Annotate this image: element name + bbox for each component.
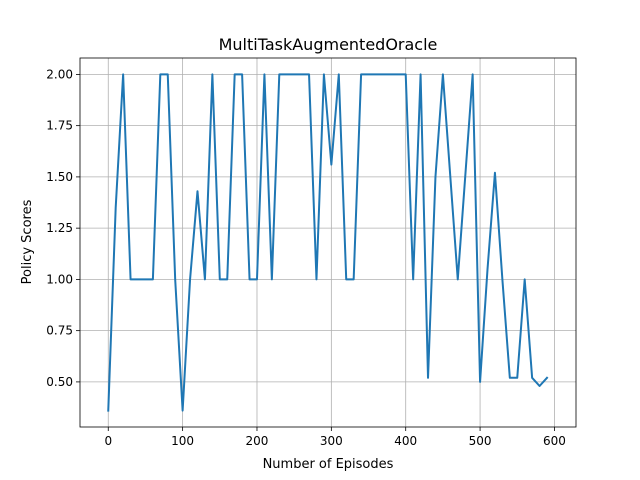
x-tick-label: 400 <box>394 434 417 448</box>
x-tick-label: 600 <box>543 434 566 448</box>
series-line <box>107 73 549 412</box>
x-tick-label: 500 <box>469 434 492 448</box>
y-tick-label: 1.75 <box>46 119 73 133</box>
y-axis-label: Policy Scores <box>20 199 35 284</box>
x-tick-label: 300 <box>320 434 343 448</box>
x-axis-ticks: 0 100 200 300 400 500 600 <box>104 427 566 448</box>
x-tick-label: 200 <box>246 434 269 448</box>
chart-title: MultiTaskAugmentedOracle <box>219 35 438 54</box>
series-group <box>107 73 549 412</box>
y-tick-label: 1.50 <box>46 170 73 184</box>
x-tick-label: 0 <box>104 434 112 448</box>
y-tick-label: 0.75 <box>46 324 73 338</box>
y-tick-label: 0.50 <box>46 375 73 389</box>
y-tick-label: 2.00 <box>46 67 73 81</box>
x-axis-label: Number of Episodes <box>263 457 394 472</box>
x-tick-label: 100 <box>171 434 194 448</box>
y-tick-label: 1.00 <box>46 272 73 286</box>
plot-frame <box>79 57 577 428</box>
y-axis-ticks: 0.50 0.75 1.00 1.25 1.50 1.75 2.00 <box>46 67 80 389</box>
y-tick-label: 1.25 <box>46 221 73 235</box>
